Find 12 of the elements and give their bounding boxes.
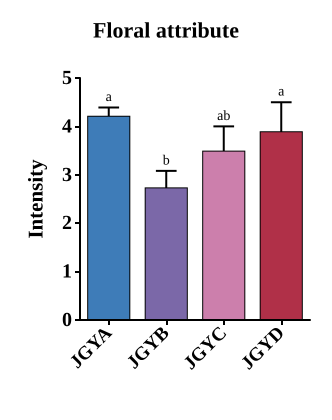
y-tick-label: 4 — [62, 115, 72, 138]
y-tick-label: 3 — [62, 164, 72, 186]
y-tick-label: 1 — [62, 260, 72, 283]
y-axis-title: Intensity — [24, 158, 48, 239]
y-tick-label: 0 — [62, 309, 72, 331]
chart-title: Floral attribute — [92, 18, 240, 42]
y-tick-label: 5 — [62, 67, 72, 89]
annotation: b — [162, 153, 170, 168]
annotation: a — [106, 90, 113, 106]
annotation: a — [278, 84, 286, 100]
y-tick-label: 2 — [62, 212, 72, 234]
annotation: ab — [217, 108, 230, 124]
